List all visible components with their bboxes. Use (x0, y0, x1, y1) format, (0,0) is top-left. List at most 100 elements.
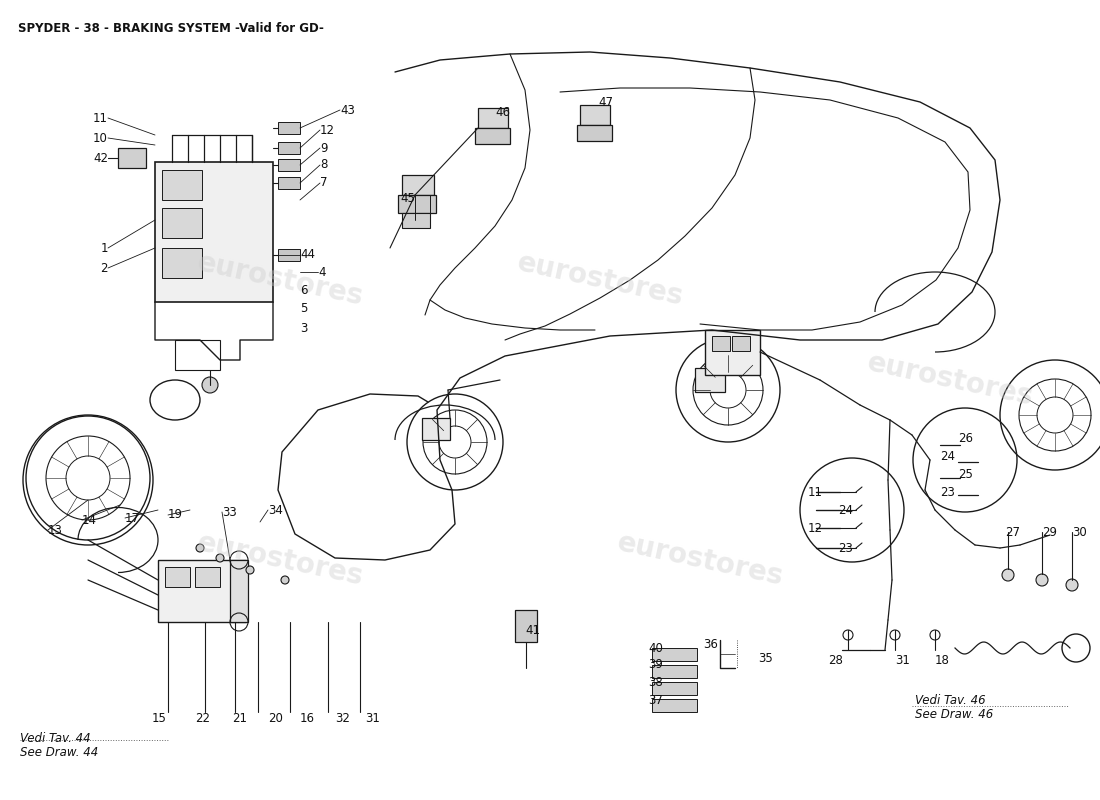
Text: 29: 29 (1042, 526, 1057, 538)
Text: 18: 18 (935, 654, 950, 666)
Bar (652, 648, 697, 661)
Text: eurostores: eurostores (614, 529, 785, 591)
Bar (158, 560, 246, 622)
Text: eurostores: eurostores (195, 529, 366, 591)
Text: 20: 20 (268, 711, 283, 725)
Text: See Draw. 46: See Draw. 46 (915, 707, 993, 721)
Text: 11: 11 (94, 111, 108, 125)
Text: 31: 31 (365, 711, 380, 725)
Circle shape (1036, 574, 1048, 586)
Text: 34: 34 (268, 503, 283, 517)
Bar (162, 248, 202, 278)
Text: 46: 46 (495, 106, 510, 118)
Bar (118, 148, 146, 168)
Text: 33: 33 (222, 506, 236, 518)
Circle shape (1066, 579, 1078, 591)
Text: 36: 36 (703, 638, 718, 651)
Circle shape (246, 566, 254, 574)
Bar (422, 418, 450, 440)
Text: 24: 24 (940, 450, 955, 462)
Bar (155, 162, 273, 302)
Text: 41: 41 (525, 623, 540, 637)
Text: 3: 3 (300, 322, 307, 334)
Bar (162, 170, 202, 200)
Text: See Draw. 44: See Draw. 44 (20, 746, 98, 758)
Text: 1: 1 (100, 242, 108, 254)
Circle shape (202, 377, 218, 393)
Text: 28: 28 (828, 654, 843, 666)
Text: 12: 12 (320, 123, 336, 137)
Text: 5: 5 (300, 302, 307, 314)
Bar (278, 249, 300, 261)
Text: 2: 2 (100, 262, 108, 274)
Bar (652, 699, 697, 712)
Bar (732, 336, 750, 351)
Text: 31: 31 (895, 654, 910, 666)
Text: 38: 38 (648, 677, 662, 690)
Text: 45: 45 (400, 191, 415, 205)
Circle shape (280, 576, 289, 584)
Text: 12: 12 (808, 522, 823, 534)
Text: SPYDER - 38 - BRAKING SYSTEM -Valid for GD-: SPYDER - 38 - BRAKING SYSTEM -Valid for … (18, 22, 323, 35)
Text: Vedi Tav. 44: Vedi Tav. 44 (20, 731, 90, 745)
Text: 44: 44 (300, 249, 315, 262)
Text: eurostores: eurostores (195, 249, 366, 311)
Bar (705, 330, 760, 375)
Circle shape (216, 554, 224, 562)
Text: 39: 39 (648, 658, 663, 671)
Text: 22: 22 (195, 711, 210, 725)
Text: 10: 10 (94, 131, 108, 145)
Text: 7: 7 (320, 177, 328, 190)
Bar (652, 682, 697, 695)
Bar (578, 125, 612, 141)
Bar (195, 567, 220, 587)
Text: 35: 35 (758, 651, 772, 665)
Text: 14: 14 (82, 514, 97, 526)
Bar (402, 175, 434, 195)
Text: 32: 32 (336, 711, 350, 725)
Text: 24: 24 (838, 503, 853, 517)
Bar (278, 142, 300, 154)
Text: 21: 21 (232, 711, 248, 725)
Bar (278, 159, 300, 171)
Text: 9: 9 (320, 142, 328, 154)
Text: 37: 37 (648, 694, 663, 706)
Bar (580, 105, 611, 125)
Text: 19: 19 (168, 509, 183, 522)
Text: 16: 16 (300, 711, 315, 725)
Bar (398, 195, 436, 213)
Bar (278, 177, 300, 189)
Text: 23: 23 (838, 542, 853, 554)
Text: 23: 23 (940, 486, 955, 498)
Circle shape (1002, 569, 1014, 581)
Bar (230, 560, 248, 622)
Text: eurostores: eurostores (514, 249, 685, 311)
Text: 6: 6 (300, 283, 308, 297)
Text: 17: 17 (125, 511, 140, 525)
Text: 30: 30 (1072, 526, 1087, 538)
Text: 27: 27 (1005, 526, 1020, 538)
Text: eurostores: eurostores (865, 349, 1036, 411)
Bar (695, 368, 725, 392)
Bar (475, 128, 510, 144)
Bar (515, 610, 537, 642)
Text: 25: 25 (958, 467, 972, 481)
Circle shape (196, 544, 204, 552)
Text: 15: 15 (152, 711, 167, 725)
Bar (165, 567, 190, 587)
Text: 26: 26 (958, 431, 974, 445)
Bar (712, 336, 730, 351)
Bar (175, 340, 220, 370)
Text: Vedi Tav. 46: Vedi Tav. 46 (915, 694, 986, 706)
Bar (402, 213, 430, 228)
Bar (478, 108, 508, 128)
Text: 43: 43 (340, 103, 355, 117)
Text: 11: 11 (808, 486, 823, 498)
Text: 8: 8 (320, 158, 328, 171)
Bar (652, 665, 697, 678)
Text: 40: 40 (648, 642, 663, 654)
Bar (162, 208, 202, 238)
Text: 42: 42 (94, 151, 108, 165)
Text: 4: 4 (318, 266, 326, 278)
Bar (278, 122, 300, 134)
